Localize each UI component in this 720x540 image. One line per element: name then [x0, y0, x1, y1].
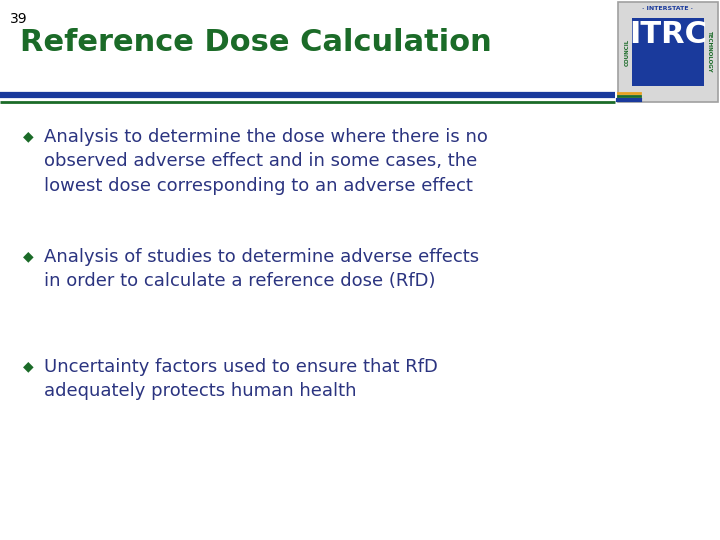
Text: Analysis of studies to determine adverse effects
in order to calculate a referen: Analysis of studies to determine adverse… [44, 248, 479, 291]
Bar [632, 18, 704, 86]
Text: Uncertainty factors used to ensure that RfD
adequately protects human health: Uncertainty factors used to ensure that … [44, 358, 438, 400]
Text: Analysis to determine the dose where there is no
observed adverse effect and in : Analysis to determine the dose where the… [44, 128, 488, 194]
Bar [618, 2, 718, 102]
Text: 39: 39 [10, 12, 27, 26]
Text: ◆: ◆ [23, 359, 33, 373]
Text: Reference Dose Calculation: Reference Dose Calculation [20, 28, 492, 57]
Text: ITRC: ITRC [629, 20, 707, 49]
Text: ◆: ◆ [23, 249, 33, 263]
Text: ◆: ◆ [23, 129, 33, 143]
Text: · REGULATORY ·: · REGULATORY · [640, 78, 696, 83]
Text: COUNCIL: COUNCIL [624, 38, 629, 66]
Text: TECHNOLOGY: TECHNOLOGY [706, 31, 711, 73]
Text: · INTERSTATE ·: · INTERSTATE · [642, 6, 693, 11]
